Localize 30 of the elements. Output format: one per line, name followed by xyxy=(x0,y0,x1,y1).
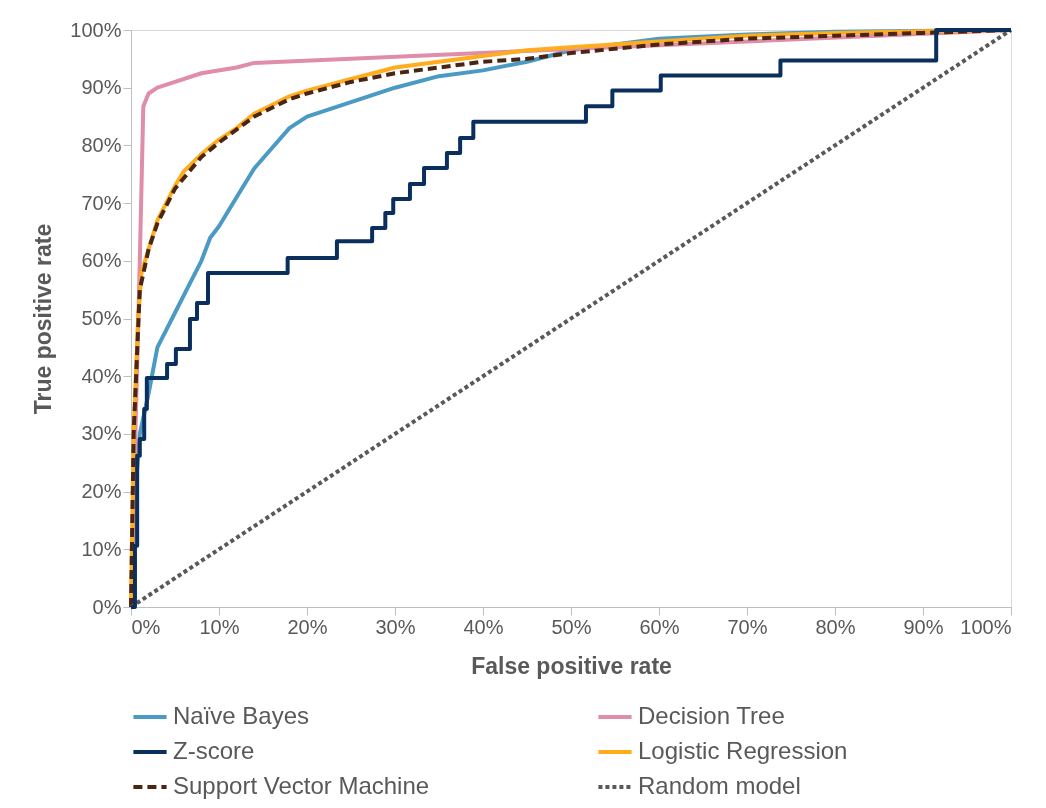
x-tick-label: 90% xyxy=(903,615,944,638)
x-tick-label: 80% xyxy=(815,615,856,638)
legend-label: Random model xyxy=(638,772,801,799)
y-tick-label: 20% xyxy=(81,480,122,503)
x-tick-label: 40% xyxy=(463,615,504,638)
y-tick-label: 50% xyxy=(81,307,122,329)
y-tick-label: 0% xyxy=(92,595,122,618)
x-tick-label: 60% xyxy=(639,615,680,638)
legend-label: Z-score xyxy=(173,737,255,764)
y-tick-label: 70% xyxy=(81,191,122,214)
x-tick-label: 30% xyxy=(375,615,416,638)
x-tick-label: 50% xyxy=(551,615,592,638)
y-tick-label: 100% xyxy=(70,18,122,41)
y-tick-label: 80% xyxy=(81,133,122,156)
legend-label: Naïve Bayes xyxy=(173,702,310,729)
y-tick-label: 60% xyxy=(81,249,122,272)
y-tick-label: 10% xyxy=(81,537,122,560)
y-tick-label: 90% xyxy=(81,76,122,99)
legend-label: Support Vector Machine xyxy=(173,772,430,799)
x-tick-label: 70% xyxy=(727,615,768,638)
x-tick-label: 0% xyxy=(131,615,161,638)
y-tick-label: 40% xyxy=(81,364,122,387)
x-tick-label: 100% xyxy=(960,615,1012,638)
y-tick-label: 30% xyxy=(81,422,122,445)
x-axis-title: False positive rate xyxy=(471,652,672,679)
y-axis-title: True positive rate xyxy=(30,223,57,415)
x-tick-label: 20% xyxy=(287,615,328,638)
x-tick-label: 10% xyxy=(199,615,240,638)
legend-label: Decision Tree xyxy=(638,702,785,729)
legend-label: Logistic Regression xyxy=(638,737,848,764)
